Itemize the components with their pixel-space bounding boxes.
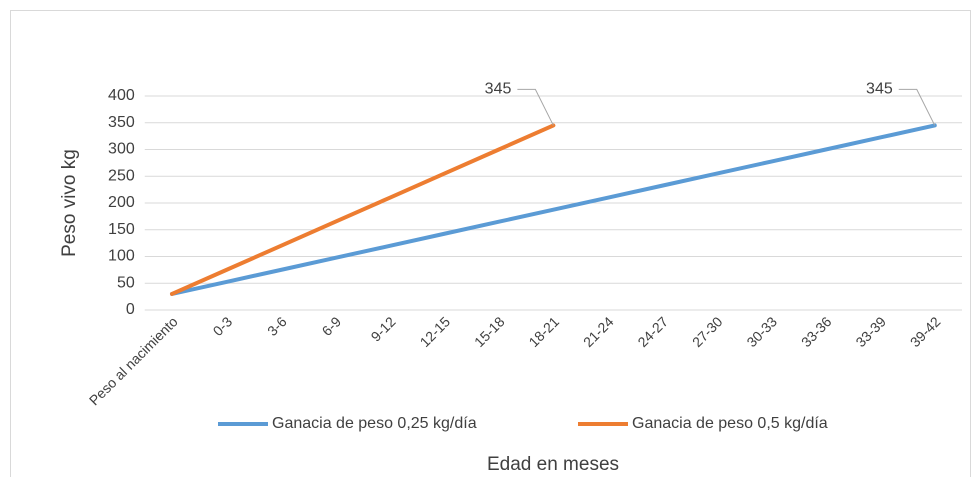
y-tick-label: 150 bbox=[108, 221, 135, 238]
x-tick-label: 30-33 bbox=[743, 313, 780, 350]
data-label: 345 bbox=[485, 81, 512, 98]
y-tick-label: 400 bbox=[108, 87, 135, 104]
legend-label: Ganacia de peso 0,5 kg/día bbox=[632, 415, 828, 432]
y-tick-label: 50 bbox=[117, 274, 135, 291]
y-tick-label: 350 bbox=[108, 114, 135, 131]
y-tick-label: 0 bbox=[126, 301, 135, 318]
x-tick-label: 21-24 bbox=[580, 313, 617, 350]
x-tick-label: 33-39 bbox=[852, 313, 889, 350]
x-tick-label: 3-6 bbox=[264, 313, 290, 339]
chart-frame bbox=[10, 10, 971, 477]
data-label: 345 bbox=[866, 81, 893, 98]
leader-line bbox=[517, 88, 554, 126]
x-tick-label: 15-18 bbox=[471, 313, 508, 350]
y-tick-label: 100 bbox=[108, 248, 135, 265]
x-tick-label: 12-15 bbox=[417, 313, 454, 350]
y-tick-label: 300 bbox=[108, 141, 135, 158]
x-tick-label: 18-21 bbox=[525, 313, 562, 350]
x-tick-label: 24-27 bbox=[634, 313, 671, 350]
y-tick-label: 250 bbox=[108, 167, 135, 184]
series-line bbox=[169, 123, 556, 296]
legend-label: Ganacia de peso 0,25 kg/día bbox=[272, 415, 477, 432]
y-axis-title: Peso vivo kg bbox=[59, 149, 80, 257]
x-axis-title: Edad en meses bbox=[487, 454, 619, 475]
x-tick-label: 39-42 bbox=[907, 313, 944, 350]
x-tick-label: 6-9 bbox=[319, 313, 345, 339]
x-tick-label: 27-30 bbox=[689, 313, 726, 350]
x-tick-label: 33-36 bbox=[798, 313, 835, 350]
leader-line bbox=[898, 88, 936, 126]
series-line bbox=[169, 123, 937, 296]
x-tick-label: 9-12 bbox=[368, 313, 399, 344]
x-tick-label: 0-3 bbox=[210, 313, 236, 339]
y-tick-label: 200 bbox=[108, 194, 135, 211]
x-tick-label: Peso al nacimiento bbox=[86, 313, 181, 408]
